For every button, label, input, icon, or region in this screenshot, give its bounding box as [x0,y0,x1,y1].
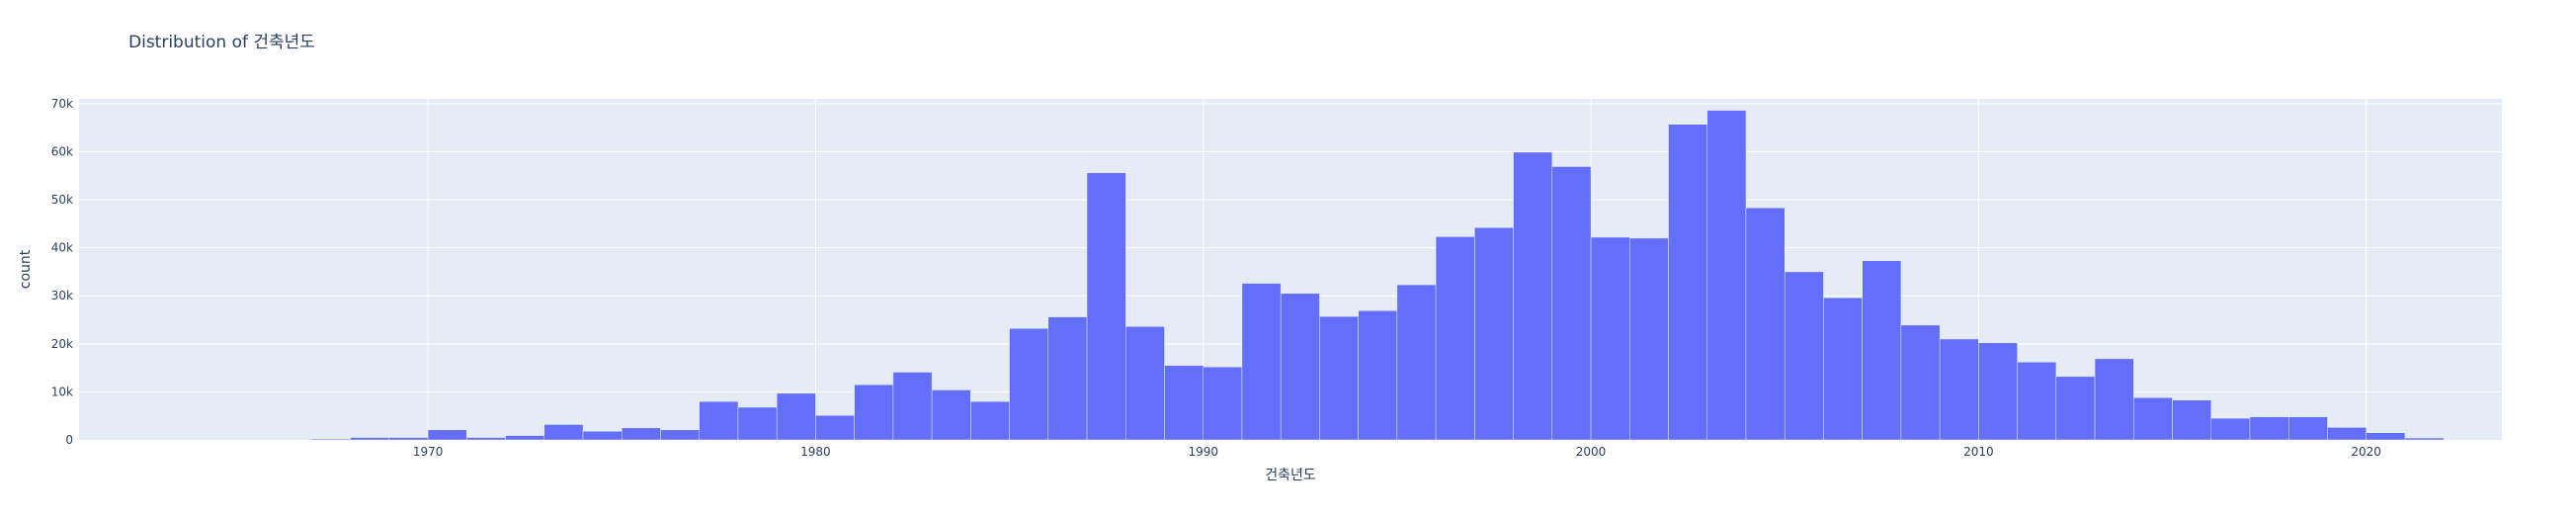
histogram-bar [1280,293,1320,441]
histogram-bar [1513,151,1553,441]
histogram-bar [1939,338,1979,441]
x-tick-label: 1980 [800,445,831,459]
histogram-bar [1009,328,1049,441]
y-tick-label: 20k [51,337,73,351]
bars [311,110,2445,441]
histogram-bar [1125,326,1165,441]
y-tick-label: 50k [51,193,73,207]
histogram-bar [2287,416,2328,441]
histogram-bar [1706,110,1747,441]
y-tick-label: 70k [51,97,73,111]
histogram-bar [1086,172,1126,441]
y-tick-label: 10k [51,385,73,398]
histogram-bar [1823,297,1863,441]
histogram-bar [2017,362,2057,441]
histogram-bar [660,429,700,441]
histogram-bar [388,437,429,441]
histogram-bar [1319,315,1359,441]
histogram-bar [1978,342,2018,441]
y-axis-title: count [18,249,34,289]
histogram-bar [1358,310,1398,441]
histogram-bar [1590,236,1630,441]
histogram-bar [1164,365,1204,441]
y-axis-ticks: 0 10k 20k 30k 40k 50k 60k 70k [51,97,73,447]
histogram-bar [427,429,467,441]
histogram-bar [1203,366,1243,441]
x-tick-label: 2020 [2351,445,2381,459]
y-tick-label: 40k [51,241,73,255]
histogram-bar [2094,358,2134,441]
x-tick-label: 1970 [413,445,444,459]
histogram-bar [2210,417,2251,441]
histogram-bar [2404,437,2445,441]
histogram-bar [2133,396,2173,441]
histogram-bar [2366,432,2406,441]
histogram-bar [1241,283,1282,441]
histogram-bar [815,414,855,441]
histogram-bar [970,400,1010,441]
histogram-bar [1784,271,1824,441]
histogram-bar [2172,399,2212,441]
histogram-bar [737,406,778,441]
chart-title: Distribution of 건축년도 [128,33,315,52]
histogram-bar [1435,236,1475,441]
histogram-bar [1862,260,1902,441]
histogram-bar [854,384,894,441]
histogram-bar [582,431,623,441]
histogram-bar [2249,416,2289,441]
y-tick-label: 30k [51,289,73,303]
x-axis-ticks: 1970 1980 1990 2000 2010 2020 [413,445,2381,459]
x-tick-label: 2010 [1963,445,1994,459]
y-tick-label: 60k [51,144,73,158]
histogram-bar [543,424,584,441]
histogram-bar [2055,376,2096,441]
histogram-bar [1629,237,1669,441]
histogram-bar [699,400,739,441]
y-tick-label: 0 [65,433,73,447]
histogram-bar [1900,324,1941,441]
x-tick-label: 2000 [1576,445,1607,459]
x-tick-label: 1990 [1188,445,1218,459]
histogram-bar [931,389,971,441]
histogram-bar [505,435,545,441]
histogram-bar [2327,427,2367,441]
histogram-bar [1745,208,1786,441]
histogram-bar [1047,316,1088,441]
histogram-bar [350,437,390,441]
histogram-bar [1396,284,1437,441]
histogram-bar [892,372,933,441]
histogram-bar [1551,166,1592,441]
histogram-bar [1668,124,1707,441]
histogram-bar [621,427,661,441]
histogram-bar [1474,226,1514,441]
histogram-bar [466,437,506,441]
x-axis-title: 건축년도 [1265,468,1316,483]
histogram-bar [311,438,351,441]
histogram-bar [776,392,816,441]
